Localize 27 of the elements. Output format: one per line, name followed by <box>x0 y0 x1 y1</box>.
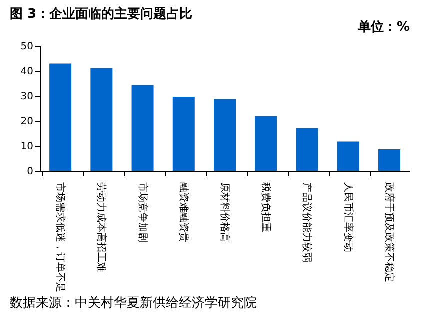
x-tick-label: 产品议价能力较弱 <box>301 182 314 262</box>
y-tick-label: 0 <box>27 166 34 178</box>
y-tick-label: 30 <box>20 92 34 102</box>
bar <box>337 142 360 171</box>
chart-title: 图 3：企业面临的主要问题占比 <box>10 6 193 22</box>
x-tick-label: 市场需求低迷，订单不足 <box>54 182 67 292</box>
x-tick-label: 劳动力成本高招工难 <box>96 182 108 272</box>
bar <box>90 68 113 171</box>
y-tick-label: 20 <box>20 116 34 128</box>
x-tick-label: 税费负担重 <box>260 182 272 232</box>
bar <box>132 85 154 171</box>
bar <box>296 128 318 171</box>
y-tick-label: 10 <box>20 142 34 152</box>
chart-subtitle: 单位：% <box>356 19 410 35</box>
y-tick-label: 40 <box>20 66 34 78</box>
bar <box>378 150 400 171</box>
x-tick-label: 融资难融资贵 <box>178 182 190 242</box>
source-note: 数据来源：中关村华夏新供给经济学研究院 <box>10 296 257 311</box>
bar <box>172 97 195 171</box>
bar <box>50 64 72 171</box>
y-tick-label: 50 <box>20 42 34 52</box>
x-tick-label: 政府干预及政策不稳定 <box>383 182 396 282</box>
x-tick-label: 原材料价格高 <box>219 182 231 242</box>
x-tick-label: 市场竞争加剧 <box>136 182 149 242</box>
bar <box>214 99 236 171</box>
bar <box>255 116 278 171</box>
x-tick-label: 人民币汇率变动 <box>342 182 354 252</box>
